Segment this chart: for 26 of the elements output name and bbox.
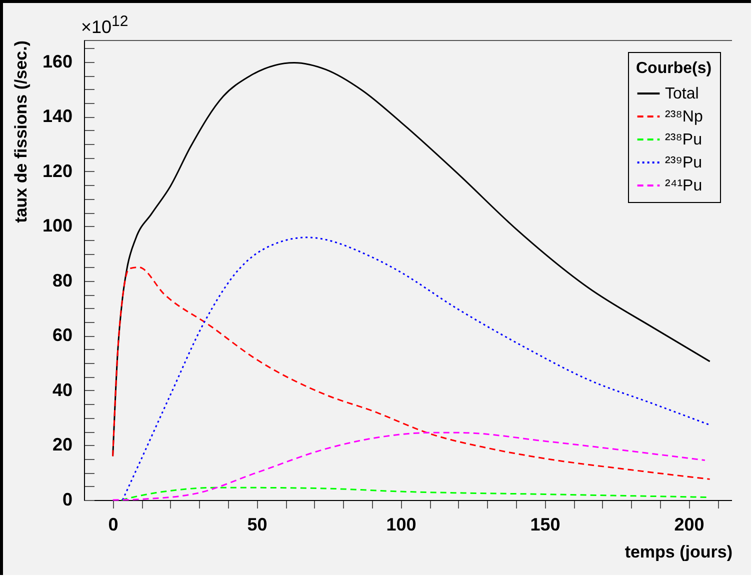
x-tick-label: 150 [530,514,560,534]
y-tick-label: 160 [42,51,72,72]
y-tick-label: 140 [42,106,72,126]
line-series [122,236,711,501]
y-tick-label: 20 [52,434,72,455]
legend-label: ²⁴¹Pu [665,178,702,194]
x-tick-label: 50 [247,514,268,534]
legend-title: Courbe(s) [636,60,712,77]
y-tick-label: 60 [52,325,72,346]
x-tick-label: 0 [108,514,118,534]
text: ×10$^{12}$ [81,13,128,38]
line-series [112,432,706,501]
y-tick-label: 100 [42,216,72,236]
y-tick-label: 40 [52,380,72,400]
legend-label: ²³⁸Pu [665,132,702,148]
y-tick-label: 0 [62,490,72,510]
y-tick-label: 120 [42,160,72,181]
line-series [112,266,711,480]
legend-label: ²³⁸Np [665,108,703,126]
y-tick-label: 80 [52,270,72,290]
x-axis-title: temps (jours) [624,542,732,562]
x-tick-label: 100 [386,514,416,534]
y-axis-title: taux de fissions (/sec.) [11,40,30,223]
x-tick-label: 200 [674,514,704,534]
legend-label: Total [665,86,699,102]
legend-label: ²³⁹Pu [665,154,702,172]
